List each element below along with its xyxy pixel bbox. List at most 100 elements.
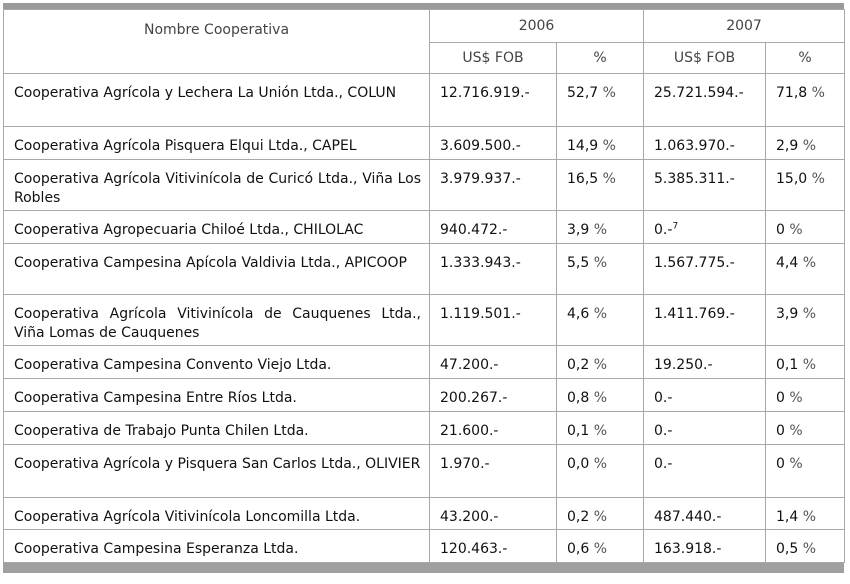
- pct-2006-value: 0,8: [567, 390, 590, 406]
- percent-sign: %: [811, 171, 825, 187]
- table-row: Cooperativa Agrícola Vitivinícola Loncom…: [3, 497, 846, 530]
- cooperative-name: Cooperativa Agrícola Vitivinícola Loncom…: [14, 509, 361, 525]
- percent-sign: %: [802, 357, 817, 373]
- table-row: Cooperativa Agrícola y Pisquera San Carl…: [3, 444, 846, 498]
- pct-2006-cell: 16,5 %: [555, 159, 645, 211]
- pct-2007-cell: 0,5 %: [765, 529, 846, 563]
- cooperative-name: Cooperativa de Trabajo Punta Chilen Ltda…: [14, 423, 309, 439]
- percent-sign: %: [802, 306, 817, 322]
- cooperative-name-cell: Cooperativa Campesina Apícola Valdivia L…: [3, 243, 430, 295]
- fob-2006-value: 12.716.919.-: [440, 85, 530, 101]
- fob-2007-cell: 1.567.775.-: [643, 243, 767, 295]
- table-row: Cooperativa de Trabajo Punta Chilen Ltda…: [3, 411, 846, 445]
- header-cooperative-name: Nombre Cooperativa: [3, 9, 430, 74]
- percent-sign: %: [602, 85, 616, 101]
- header-row-units: US$ FOB % US$ FOB %: [4, 42, 846, 74]
- fob-2007-cell: 1.411.769.-: [643, 294, 767, 346]
- fob-2007-cell: 487.440.-: [643, 497, 767, 530]
- fob-2007-value: 19.250.-: [654, 357, 713, 373]
- pct-2007-value: 3,9: [776, 306, 799, 322]
- percent-sign: %: [593, 222, 608, 238]
- pct-2006-cell: 52,7 %: [555, 73, 645, 127]
- fob-2006-value: 47.200.-: [440, 357, 499, 373]
- pct-2007-value: 2,9: [776, 138, 799, 154]
- table-row: Cooperativa Campesina Esperanza Ltda. 120…: [3, 529, 846, 563]
- fob-2007-cell: 0.-: [643, 411, 767, 445]
- fob-2007-cell: 0.-: [643, 444, 767, 498]
- fob-2006-cell: 120.463.-: [429, 529, 557, 563]
- fob-2007-value: 163.918.-: [654, 541, 722, 557]
- cooperative-name: Cooperativa Agropecuaria Chiloé Ltda., C…: [14, 222, 364, 238]
- pct-2006-cell: 0,1 %: [555, 411, 645, 445]
- fob-2007-cell: 163.918.-: [643, 529, 767, 563]
- pct-2007-cell: 15,0 %: [765, 159, 846, 211]
- fob-2006-value: 120.463.-: [440, 541, 508, 557]
- cooperatives-export-table: Nombre Cooperativa 2006 2007 US$ FOB % U…: [3, 9, 846, 563]
- fob-2007-value: 487.440.-: [654, 509, 722, 525]
- pct-2006-value: 4,6: [567, 306, 590, 322]
- fob-2007-value: 1.063.970.-: [654, 138, 735, 154]
- fob-2006-cell: 1.119.501.-: [429, 294, 557, 346]
- pct-2007-value: 0,1: [776, 357, 799, 373]
- fob-2007-value: 0.-: [654, 390, 673, 406]
- header-row-years: Nombre Cooperativa 2006 2007: [3, 9, 846, 74]
- fob-2006-cell: 1.333.943.-: [429, 243, 557, 295]
- table-row: Cooperativa Agrícola Vitivinícola de Cur…: [3, 159, 846, 211]
- fob-2007-cell: 5.385.311.-: [643, 159, 767, 211]
- table-row: Cooperativa Campesina Apícola Valdivia L…: [3, 243, 846, 295]
- header-year-2007: 2007: [643, 9, 846, 43]
- pct-2006-cell: 5,5 %: [555, 243, 645, 295]
- fob-2007-cell: 19.250.-: [643, 345, 767, 379]
- pct-2006-value: 5,5: [567, 255, 590, 271]
- pct-2007-value: 0: [776, 423, 785, 439]
- percent-sign: %: [789, 222, 803, 238]
- table-top-rule: [3, 3, 844, 9]
- table-body: Cooperativa Agrícola y Lechera La Unión …: [3, 73, 846, 563]
- pct-2006-cell: 14,9 %: [555, 126, 645, 160]
- pct-2007-cell: 0 %: [765, 210, 846, 244]
- pct-2007-cell: 0,1 %: [765, 345, 846, 379]
- fob-2006-value: 1.119.501.-: [440, 306, 521, 322]
- cooperative-name-cell: Cooperativa Agropecuaria Chiloé Ltda., C…: [3, 210, 430, 244]
- pct-2007-value: 0: [776, 390, 785, 406]
- percent-sign: %: [802, 509, 817, 525]
- fob-2006-value: 3.979.937.-: [440, 171, 521, 187]
- percent-sign: %: [593, 541, 608, 557]
- percent-sign: %: [802, 255, 817, 271]
- cooperative-name: Cooperativa Agrícola y Lechera La Unión …: [14, 85, 397, 101]
- cooperative-name-cell: Cooperativa Agrícola Pisquera Elqui Ltda…: [3, 126, 430, 160]
- fob-2006-cell: 200.267.-: [429, 378, 557, 412]
- cooperative-name-cell: Cooperativa Agrícola Vitivinícola Loncom…: [3, 497, 430, 530]
- percent-sign: %: [811, 85, 825, 101]
- fob-2006-value: 1.333.943.-: [440, 255, 521, 271]
- fob-2006-value: 1.970.-: [440, 456, 490, 472]
- footnote-ref[interactable]: 7: [672, 221, 679, 232]
- cooperative-name-cell: Cooperativa Campesina Convento Viejo Ltd…: [3, 345, 430, 379]
- pct-2007-cell: 0 %: [765, 411, 846, 445]
- fob-2007-value: 1.411.769.-: [654, 306, 735, 322]
- percent-sign: %: [789, 456, 803, 472]
- percent-sign: %: [602, 171, 616, 187]
- pct-2006-cell: 0,6 %: [555, 529, 645, 563]
- fob-2007-value: 25.721.594.-: [654, 85, 744, 101]
- pct-2007-cell: 1,4 %: [765, 497, 846, 530]
- percent-sign: %: [802, 541, 817, 557]
- pct-2007-cell: 4,4 %: [765, 243, 846, 295]
- pct-2007-value: 15,0: [776, 171, 808, 187]
- fob-2006-cell: 43.200.-: [429, 497, 557, 530]
- pct-2006-value: 0,2: [567, 357, 590, 373]
- table-row: Cooperativa Agrícola y Lechera La Unión …: [3, 73, 846, 127]
- pct-2006-value: 14,9: [567, 138, 599, 154]
- header-fob-2006: US$ FOB: [429, 42, 557, 74]
- pct-2007-value: 1,4: [776, 509, 799, 525]
- table-bottom-rule: [3, 563, 844, 573]
- pct-2007-value: 0: [776, 222, 785, 238]
- fob-2007-cell: 0.-7: [643, 210, 767, 244]
- pct-2006-value: 0,6: [567, 541, 590, 557]
- cooperative-name-cell: Cooperativa Agrícola y Lechera La Unión …: [3, 73, 430, 127]
- fob-2006-cell: 940.472.-: [429, 210, 557, 244]
- fob-2007-value: 5.385.311.-: [654, 171, 735, 187]
- fob-2006-cell: 21.600.-: [429, 411, 557, 445]
- pct-2006-cell: 0,8 %: [555, 378, 645, 412]
- header-fob-2007: US$ FOB: [643, 42, 767, 74]
